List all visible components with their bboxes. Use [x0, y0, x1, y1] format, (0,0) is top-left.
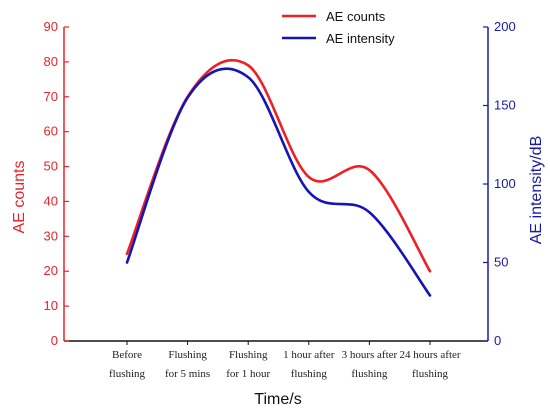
y-axis-left-title: AE counts — [11, 161, 28, 234]
y-left-tick-label: 10 — [44, 298, 58, 313]
legend-label-ae-intensity: AE intensity — [326, 31, 395, 46]
y-left-tick-label: 20 — [44, 263, 58, 278]
x-tick-label: Flushing for 1 hour — [226, 349, 270, 380]
x-tick-label: Before flushing — [109, 349, 146, 380]
y-right-tick-label: 150 — [494, 98, 516, 113]
y-right-tick-label: 0 — [494, 333, 501, 348]
x-tick-label: 24 hours after flushing — [399, 349, 460, 380]
x-tick-label: 1 hour after flushing — [283, 349, 335, 380]
y-left-tick-label: 40 — [44, 193, 58, 208]
axis-ticks: 0 10 20 30 40 50 60 70 80 90 0 50 100 150 200 Before flu… — [44, 19, 516, 380]
x-tick-label: 3 hours after flushing — [342, 349, 398, 380]
x-tick-label: Flushing for 5 mins — [165, 349, 210, 380]
y-left-tick-label: 60 — [44, 124, 58, 139]
y-axis-right-title: AE intensity/dB — [528, 136, 545, 245]
y-left-tick-label: 50 — [44, 159, 58, 174]
y-right-tick-label: 200 — [494, 19, 516, 34]
y-right-tick-label: 50 — [494, 255, 508, 270]
series-line-ae-counts — [125, 59, 432, 273]
y-left-tick-label: 30 — [44, 228, 58, 243]
y-left-tick-label: 70 — [44, 89, 58, 104]
series-lines — [125, 59, 432, 297]
y-right-tick-label: 100 — [494, 176, 516, 191]
legend: AE counts AE intensity — [282, 9, 395, 46]
y-left-tick-label: 80 — [44, 54, 58, 69]
y-left-tick-label: 0 — [51, 333, 58, 348]
legend-label-ae-counts: AE counts — [326, 9, 386, 24]
axes — [63, 27, 489, 342]
series-line-ae-intensity — [125, 67, 432, 297]
y-left-tick-label: 90 — [44, 19, 58, 34]
x-axis-title: Time/s — [254, 391, 301, 408]
